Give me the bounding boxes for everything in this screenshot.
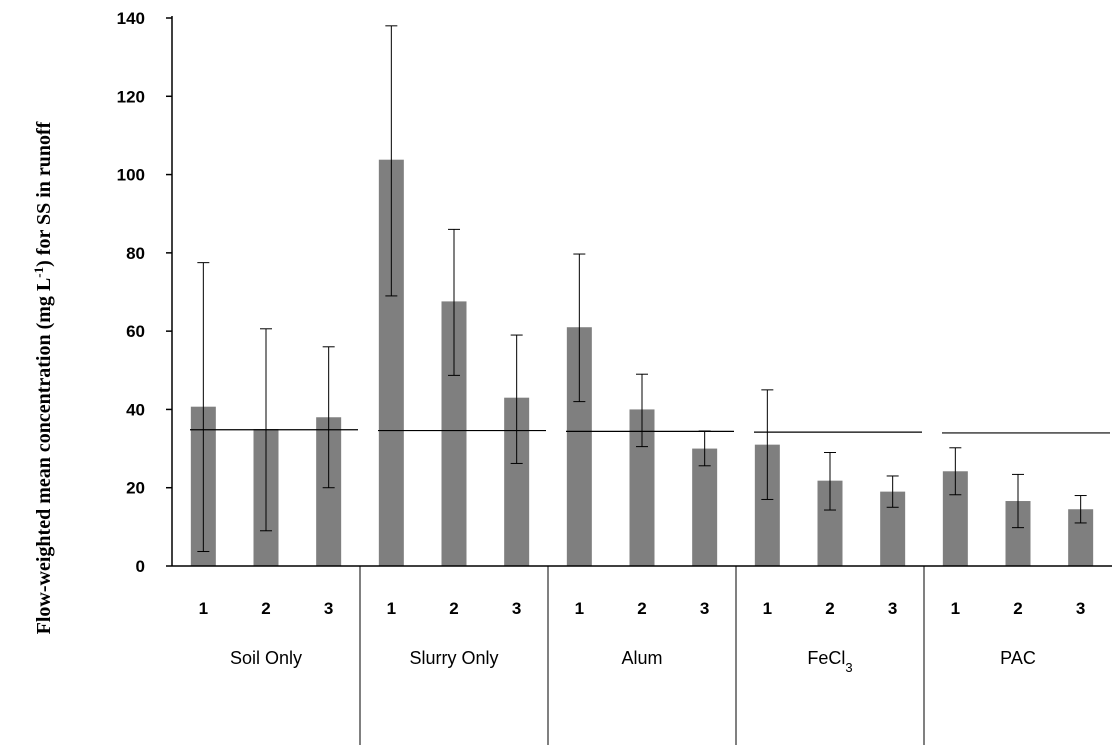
group-label-text: Soil Only [230,648,302,668]
category-label: 3 [512,599,521,618]
category-label: 3 [888,599,897,618]
group-label: Slurry Only [409,648,498,668]
error-bars [197,25,1087,553]
group-label-text: FeCl [807,648,845,668]
category-label: 2 [261,599,270,618]
group-label: FeCl3 [807,648,852,675]
category-label: 2 [637,599,646,618]
category-label: 3 [700,599,709,618]
category-label: 1 [951,599,960,618]
y-axis-label-suffix: ) for SS in runoff [33,121,55,267]
category-label: 2 [825,599,834,618]
category-label: 1 [575,599,584,618]
bars [190,159,1094,566]
y-axis-label-group: Flow-weighted mean concentration (mg L-1… [31,121,56,634]
group-label: Soil Only [230,648,302,668]
y-axis-label: Flow-weighted mean concentration (mg L-1… [31,121,56,634]
axes [171,16,1112,745]
category-label: 2 [1013,599,1022,618]
y-tick-label: 0 [136,557,145,576]
y-tick-label: 80 [126,244,145,263]
y-tick-label: 120 [117,87,145,106]
category-label: 1 [387,599,396,618]
y-axis-label-prefix: Flow-weighted mean concentration (mg L [33,278,55,635]
y-tick-label: 100 [117,166,145,185]
y-axis-ticks: 0 20 40 60 80 100 120 140 [117,9,172,576]
group-label-text: Alum [621,648,662,668]
category-label: 3 [324,599,333,618]
y-tick-label: 140 [117,9,145,28]
y-tick-label: 60 [126,322,145,341]
category-label: 2 [449,599,458,618]
group-label-subscript: 3 [845,660,852,675]
group-label-text: Slurry Only [409,648,498,668]
y-tick-label: 40 [126,400,145,419]
group-label: PAC [1000,648,1036,668]
group-label: Alum [621,648,662,668]
y-axis-label-sup: -1 [31,267,46,278]
bar [692,448,718,566]
reference-lines [190,429,1110,434]
category-label: 1 [763,599,772,618]
category-label: 3 [1076,599,1085,618]
category-label: 1 [199,599,208,618]
group-label-text: PAC [1000,648,1036,668]
y-tick-label: 20 [126,479,145,498]
